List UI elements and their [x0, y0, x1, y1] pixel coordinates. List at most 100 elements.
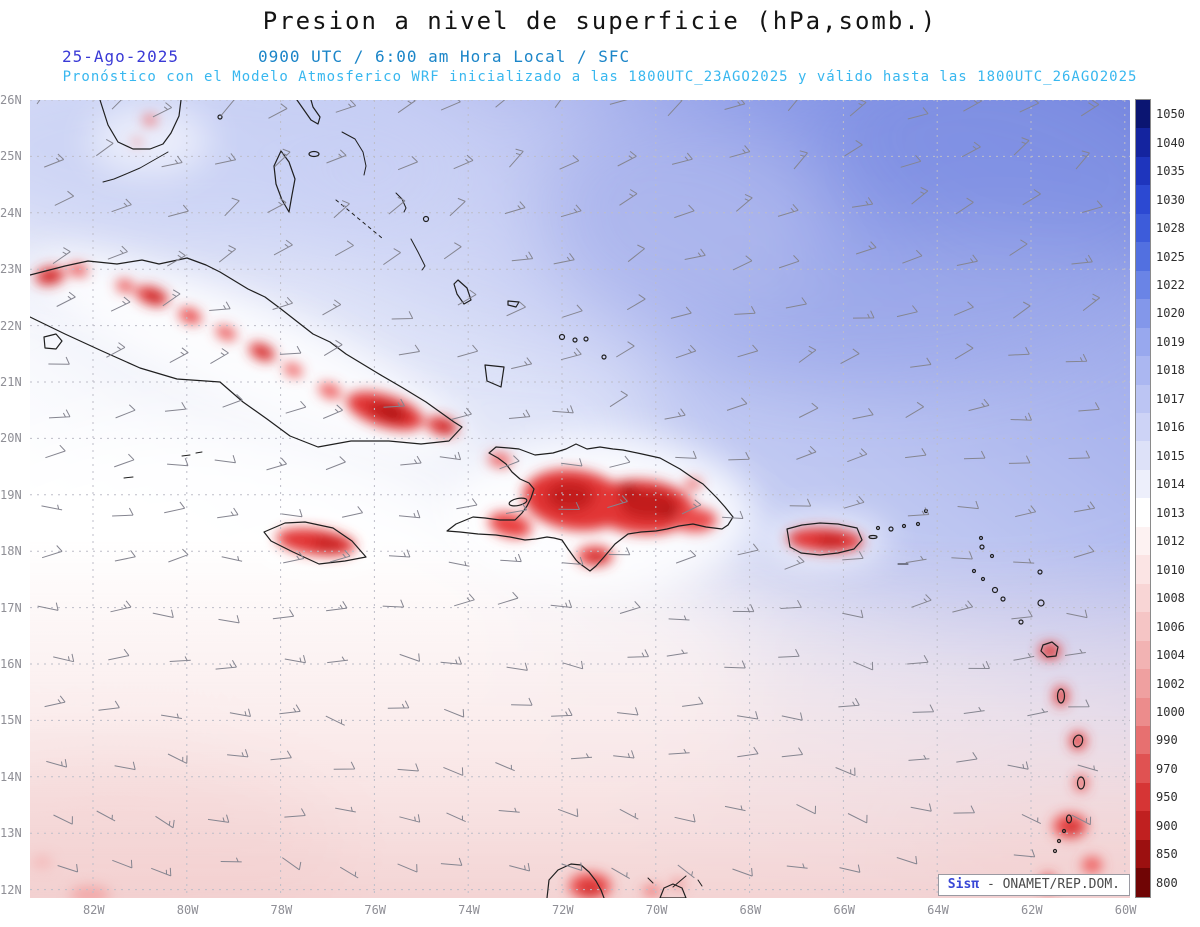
wind-barb [900, 154, 922, 168]
wind-barb [784, 555, 805, 570]
wind-barb [443, 766, 464, 776]
wind-barb [274, 148, 291, 167]
wind-barb [448, 560, 470, 567]
wind-barb [214, 153, 237, 165]
wind-barb [397, 156, 418, 171]
wind-barb [675, 450, 697, 459]
wind-barb [675, 549, 697, 564]
lon-label: 74W [458, 903, 480, 917]
wind-barb [670, 306, 692, 319]
colorbar-segment [1136, 469, 1150, 499]
wind-barb [326, 149, 347, 164]
wind-barb [735, 193, 753, 212]
wind-barb [722, 510, 744, 519]
wind-barb [221, 555, 243, 562]
wind-barb [619, 601, 641, 614]
wind-barb [842, 609, 864, 619]
colorbar-segment [1136, 100, 1150, 129]
wind-barb [499, 455, 520, 470]
colorbar-segment [1136, 725, 1150, 755]
wind-barb [608, 547, 631, 556]
wind-barb [896, 856, 918, 865]
colorbar-label: 1004 [1156, 648, 1185, 663]
lon-label: 70W [645, 903, 668, 917]
wind-barb [840, 348, 860, 365]
wind-barb [451, 407, 472, 420]
wind-barb [1011, 609, 1033, 620]
lon-label: 60W [1114, 903, 1137, 917]
watermark: Sisπ - ONAMET/REP.DOM. [937, 874, 1130, 896]
wind-barb [98, 700, 120, 711]
colorbar-segment [1136, 583, 1150, 613]
coastline-anguilla [978, 535, 984, 541]
coastline-isla-juventud [43, 333, 63, 350]
colorbar-label: 1040 [1156, 135, 1185, 150]
wind-barb [457, 344, 479, 358]
wind-barb [902, 249, 923, 264]
wind-barb [842, 551, 864, 561]
pi-icon: π [971, 877, 980, 892]
wind-barb [1009, 239, 1028, 256]
wind-barb [388, 549, 411, 558]
coastline-virgin-islands [901, 523, 907, 529]
coastline-hispaniola [446, 443, 734, 572]
wind-barb [1071, 814, 1092, 826]
wind-barb [283, 551, 305, 564]
wind-barb [108, 648, 130, 661]
wind-barb [227, 749, 249, 758]
colorbar-label: 1012 [1156, 534, 1185, 549]
wind-barb [627, 649, 649, 658]
wind-barb [952, 600, 974, 613]
wind-barb [737, 543, 759, 556]
coastline-saba [971, 568, 977, 574]
wind-barb [152, 609, 174, 618]
wind-barb [1007, 761, 1029, 770]
wind-barb [383, 248, 401, 266]
wind-barb [613, 750, 635, 759]
wind-barb [1013, 558, 1035, 564]
colorbar-segment [1136, 270, 1150, 300]
wind-barb [570, 753, 593, 760]
colorbar-label: 1030 [1156, 192, 1185, 207]
wind-barb [786, 863, 808, 869]
wind-barb [440, 656, 462, 665]
wind-barb [222, 393, 243, 408]
wind-barb [627, 244, 645, 263]
wind-barb [911, 594, 932, 608]
lon-label: 76W [364, 903, 387, 917]
wind-barb [737, 711, 759, 720]
wind-barb [209, 301, 231, 311]
wind-barb [161, 713, 182, 719]
wind-barb [617, 151, 637, 167]
coastline-mayaguana [507, 300, 520, 308]
wind-barb [847, 813, 868, 824]
wind-barb [168, 204, 189, 217]
wind-barb [96, 810, 116, 822]
coastline-grenadines [1052, 848, 1058, 854]
wind-barb [839, 864, 861, 873]
wind-barb [229, 708, 251, 717]
wind-barb [778, 648, 800, 658]
coastline-grenadines [1061, 828, 1067, 834]
wind-barb [968, 660, 990, 669]
wind-barb [115, 404, 136, 419]
wind-barb [798, 345, 817, 363]
coastline-statia [980, 576, 986, 582]
wind-barb [45, 444, 66, 459]
lon-label: 64W [927, 903, 949, 917]
wind-barb [553, 253, 575, 265]
colorbar-segment [1136, 669, 1150, 698]
wind-barb [112, 859, 133, 869]
coastline-turks-caicos [572, 337, 578, 343]
coastline-cat-island [395, 192, 407, 213]
wind-barb [398, 344, 421, 356]
wind-barb [267, 197, 287, 214]
wind-barb [956, 254, 978, 266]
forecast-date: 25-Ago-2025 [62, 47, 179, 66]
model-info: Pronóstico con el Modelo Atmosferico WRF… [62, 69, 1138, 85]
colorbar-label: 850 [1156, 847, 1178, 862]
wind-barb [272, 609, 295, 620]
wind-barb [609, 455, 631, 468]
wind-barb [1073, 545, 1095, 558]
